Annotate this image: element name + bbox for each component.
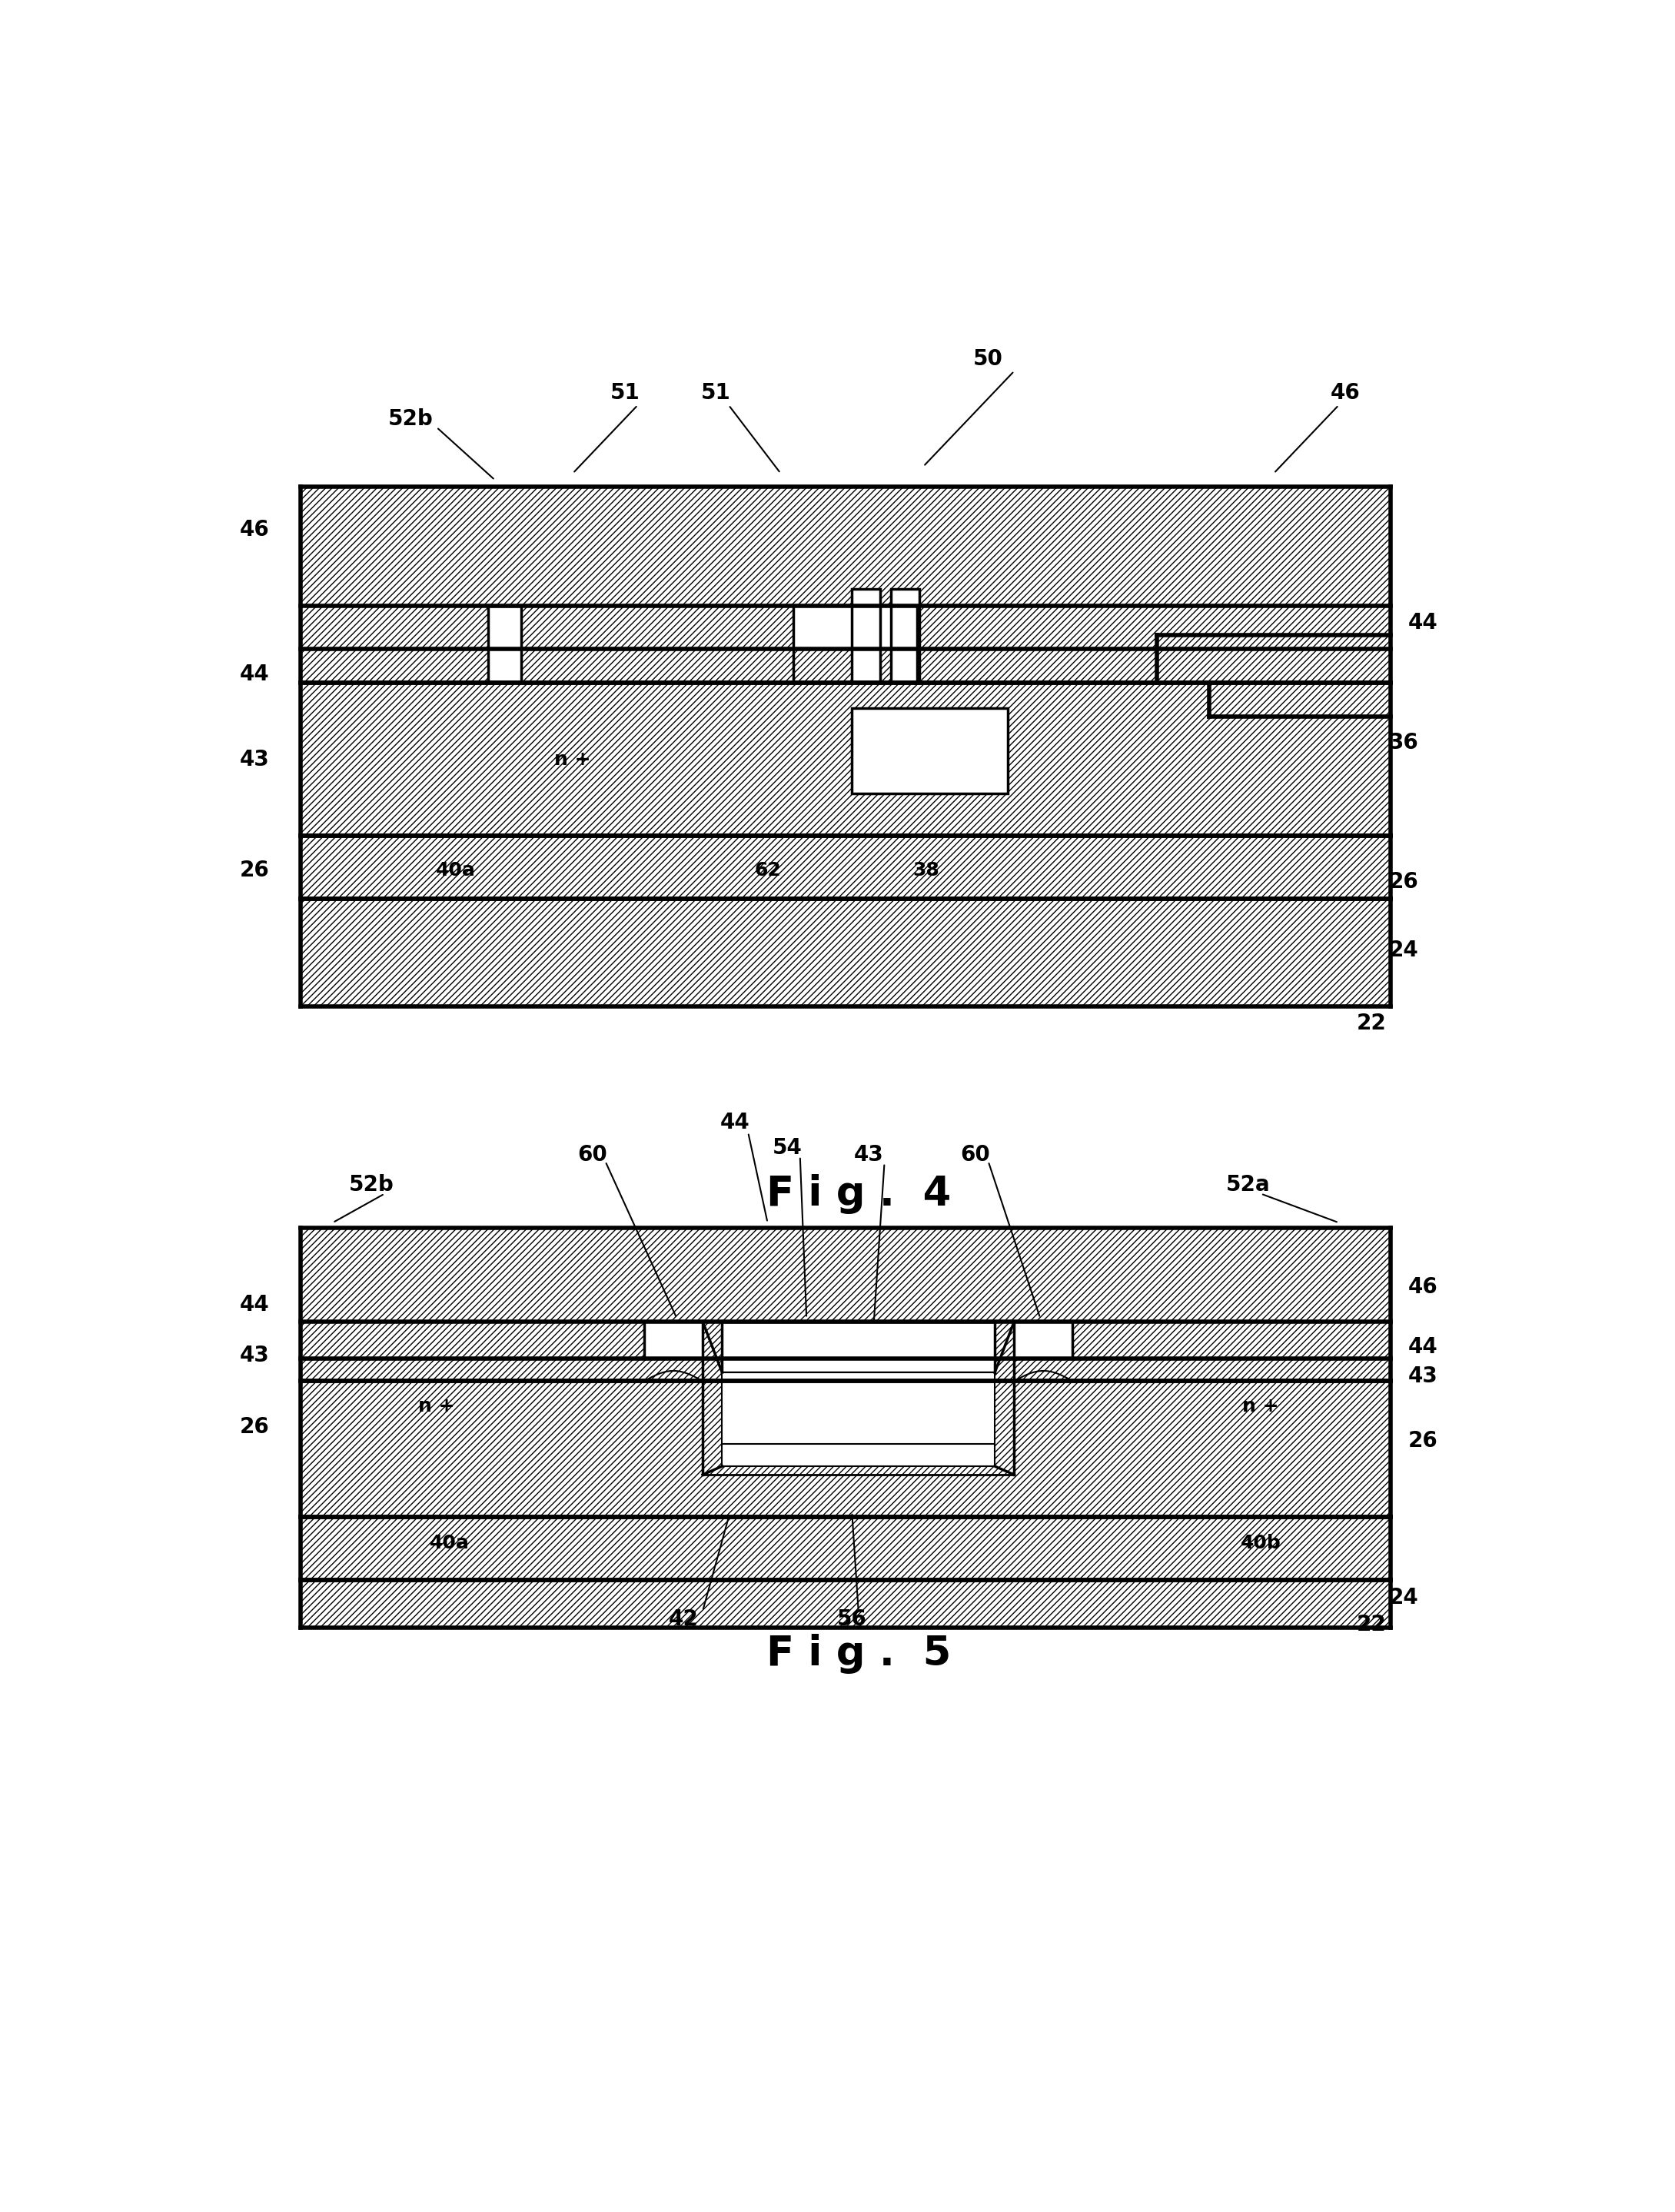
Text: 24: 24 [1389,940,1419,960]
Bar [853,708,1008,794]
Bar [300,836,1390,898]
Text: 38: 38 [913,860,940,880]
Bar [300,1579,1390,1628]
Text: n +: n + [1243,1398,1280,1416]
Bar [300,487,1390,606]
Bar [489,606,521,684]
Text: 26: 26 [240,1416,270,1438]
Text: 22: 22 [1357,1615,1387,1635]
Bar [300,898,1390,1006]
Bar [704,1321,1015,1475]
Text: 26: 26 [1409,1429,1439,1451]
Text: 46: 46 [1409,1276,1439,1298]
Text: 46: 46 [240,518,270,540]
Text: 42: 42 [668,1608,698,1630]
Text: 52b: 52b [348,1175,394,1197]
Text: 52b: 52b [389,407,434,429]
Text: F i g .  4: F i g . 4 [765,1175,951,1214]
Text: n +: n + [836,1420,868,1436]
Text: 44: 44 [240,664,270,686]
Text: 26: 26 [1389,872,1419,894]
Text: 40b: 40b [1241,1533,1281,1553]
Text: 44: 44 [1409,613,1439,635]
Bar [300,1380,1390,1517]
Bar [853,588,881,684]
Text: 36: 36 [1389,732,1419,752]
Text: F i g .  5: F i g . 5 [765,1635,951,1674]
Bar [300,606,794,684]
Text: 43: 43 [854,1144,884,1166]
Text: 52a: 52a [1226,1175,1270,1197]
Text: 46: 46 [1330,383,1360,405]
Text: 60: 60 [578,1144,608,1166]
Text: 43: 43 [240,1345,270,1367]
Bar [891,588,920,684]
Text: 24: 24 [1389,1586,1419,1608]
Text: 56: 56 [838,1608,868,1630]
Text: 50: 50 [973,347,1003,369]
Bar [722,1321,995,1371]
Text: 44: 44 [240,1294,270,1316]
Text: 26: 26 [240,858,270,880]
Bar [300,1517,1390,1579]
Bar [1072,1321,1390,1358]
Text: 43: 43 [240,748,270,770]
Bar [300,648,1390,684]
Bar [722,1371,995,1467]
Text: 40a: 40a [435,860,476,880]
Bar [300,1358,1390,1380]
Text: 44: 44 [1409,1336,1439,1358]
Text: P +: P + [908,750,945,768]
Text: 43: 43 [1409,1365,1439,1387]
Text: 51: 51 [700,383,730,405]
Text: 51: 51 [610,383,640,405]
Text: 54: 54 [772,1137,802,1159]
Bar [300,1228,1390,1321]
Text: n +: n + [554,750,591,768]
Text: 60: 60 [960,1144,990,1166]
Text: 44: 44 [720,1110,750,1133]
Text: 22: 22 [1357,1013,1387,1035]
Text: 40a: 40a [429,1533,469,1553]
Bar [300,1321,645,1358]
Text: n +: n + [419,1398,456,1416]
Text: P -: P - [838,1398,866,1416]
Bar [1157,635,1390,684]
Bar [300,684,1390,836]
Text: 62: 62 [754,860,781,880]
Bar [916,606,1390,684]
